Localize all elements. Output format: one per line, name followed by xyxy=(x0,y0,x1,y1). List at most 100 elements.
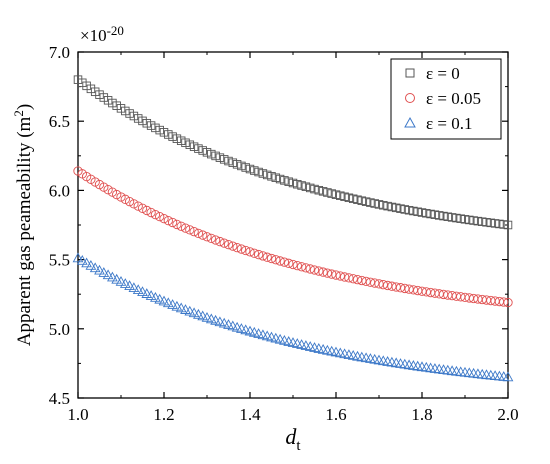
data-point-series-1 xyxy=(189,227,199,237)
data-point-series-1 xyxy=(374,279,384,289)
data-point-series-1 xyxy=(236,244,247,254)
data-point-series-0 xyxy=(116,104,126,113)
data-point-series-0 xyxy=(146,121,156,130)
data-point-series-0 xyxy=(176,136,186,146)
data-point-series-0 xyxy=(465,215,474,225)
data-point-series-2 xyxy=(167,299,178,309)
data-point-series-2 xyxy=(145,290,157,300)
data-point-series-1 xyxy=(296,262,307,272)
data-point-series-2 xyxy=(85,259,97,270)
data-point-series-2 xyxy=(184,305,196,316)
data-point-series-1 xyxy=(348,274,358,284)
data-point-series-1 xyxy=(142,205,152,216)
data-point-series-2 xyxy=(124,280,135,290)
data-point-series-0 xyxy=(439,211,448,221)
data-point-series-0 xyxy=(181,138,190,148)
data-point-series-1 xyxy=(288,259,298,270)
data-point-series-0 xyxy=(271,173,281,182)
data-point-series-0 xyxy=(138,116,147,126)
data-point-series-2 xyxy=(72,252,84,263)
x-tick-label: 1.2 xyxy=(153,405,174,424)
data-point-series-1 xyxy=(344,273,354,283)
x-tick-label: 2.0 xyxy=(497,405,518,424)
data-point-series-0 xyxy=(99,93,109,102)
x-axis-title-subscript: t xyxy=(296,438,301,454)
data-point-series-0 xyxy=(370,199,379,208)
data-point-series-0 xyxy=(495,219,504,229)
data-point-series-1 xyxy=(275,256,285,266)
data-point-series-0 xyxy=(95,90,104,99)
data-point-series-1 xyxy=(129,199,139,209)
x-tick-label: 1.6 xyxy=(325,405,346,424)
data-point-series-0 xyxy=(90,87,100,97)
data-point-series-1 xyxy=(223,239,234,250)
data-point-series-1 xyxy=(245,247,255,257)
data-point-series-0 xyxy=(490,219,500,228)
data-point-series-1 xyxy=(112,189,122,200)
data-point-series-0 xyxy=(391,203,401,213)
data-point-series-0 xyxy=(318,187,328,196)
data-point-series-0 xyxy=(413,207,422,217)
data-point-series-0 xyxy=(142,118,152,128)
data-point-series-0 xyxy=(409,206,418,216)
x-axis-title: dt xyxy=(285,424,301,454)
data-point-series-0 xyxy=(82,81,91,91)
x-tick-label: 1.0 xyxy=(67,405,88,424)
data-point-series-1 xyxy=(318,267,328,277)
data-point-series-1 xyxy=(146,207,156,218)
data-point-series-0 xyxy=(348,194,358,204)
data-point-series-0 xyxy=(456,214,465,223)
data-point-series-0 xyxy=(340,192,349,201)
data-point-series-2 xyxy=(94,264,105,275)
data-point-series-2 xyxy=(154,293,166,304)
data-point-series-0 xyxy=(344,193,354,203)
x-tick-label: 1.8 xyxy=(411,405,432,424)
data-point-series-1 xyxy=(159,213,169,224)
data-point-series-2 xyxy=(107,271,118,282)
data-point-series-0 xyxy=(224,156,233,166)
data-point-series-0 xyxy=(469,216,478,225)
data-point-series-1 xyxy=(305,264,315,274)
data-point-series-0 xyxy=(353,195,362,204)
x-tick-label: 1.4 xyxy=(239,405,261,424)
data-point-series-0 xyxy=(366,198,375,207)
data-point-series-2 xyxy=(150,291,161,302)
data-point-series-2 xyxy=(502,371,514,382)
y-tick-label: 5.0 xyxy=(49,320,70,339)
data-point-series-0 xyxy=(297,181,306,190)
data-point-series-2 xyxy=(81,257,92,268)
data-point-series-0 xyxy=(189,142,199,151)
data-point-series-0 xyxy=(254,167,263,177)
data-point-series-2 xyxy=(175,302,187,313)
data-point-series-1 xyxy=(253,249,264,260)
data-point-series-0 xyxy=(482,218,491,227)
data-point-series-0 xyxy=(155,125,164,135)
data-point-series-0 xyxy=(379,201,388,210)
data-point-series-0 xyxy=(305,183,315,193)
data-point-series-0 xyxy=(219,155,229,164)
data-point-series-1 xyxy=(365,277,376,287)
data-point-series-0 xyxy=(284,177,293,186)
data-point-series-2 xyxy=(171,300,183,311)
data-point-series-1 xyxy=(357,275,367,286)
data-point-series-1 xyxy=(249,248,259,258)
data-point-series-0 xyxy=(73,75,83,84)
data-point-series-0 xyxy=(396,204,405,213)
data-point-series-1 xyxy=(167,217,178,228)
data-point-series-1 xyxy=(163,215,173,226)
data-point-series-1 xyxy=(228,241,238,251)
data-point-series-0 xyxy=(237,161,246,171)
data-point-series-0 xyxy=(323,188,332,197)
data-point-series-2 xyxy=(115,275,127,286)
data-point-series-0 xyxy=(250,166,259,175)
data-point-series-2 xyxy=(158,295,170,306)
data-point-series-2 xyxy=(162,297,174,308)
data-point-series-0 xyxy=(151,123,160,133)
data-point-series-2 xyxy=(76,255,88,265)
data-point-series-0 xyxy=(86,84,96,94)
data-point-series-2 xyxy=(102,269,114,280)
data-point-series-0 xyxy=(336,191,345,200)
data-point-series-0 xyxy=(207,149,216,159)
data-point-series-0 xyxy=(477,217,487,226)
data-point-series-0 xyxy=(499,220,508,229)
